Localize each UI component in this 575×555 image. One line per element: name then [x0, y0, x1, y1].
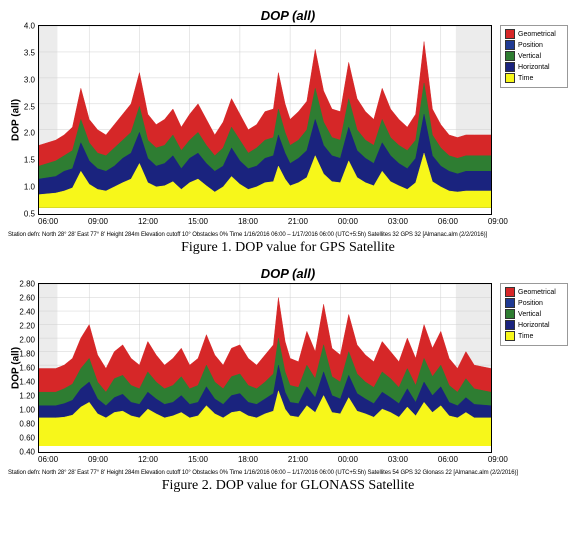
x-tick-label: 12:00 [138, 217, 158, 226]
legend-item: Position [505, 298, 563, 308]
y-tick-label: 0.40 [19, 448, 35, 457]
y-tick-label: 3.0 [24, 75, 35, 84]
legend-swatch [505, 40, 515, 50]
y-tick-label: 1.00 [19, 406, 35, 415]
y-tick-label: 2.5 [24, 102, 35, 111]
legend-item: Time [505, 331, 563, 341]
x-tick-label: 21:00 [288, 455, 308, 464]
y-tick-label: 1.5 [24, 156, 35, 165]
figure-caption: Figure 2. DOP value for GLONASS Satellit… [8, 478, 568, 494]
legend-swatch [505, 298, 515, 308]
x-tick-label: 09:00 [88, 455, 108, 464]
y-tick-label: 1.0 [24, 183, 35, 192]
x-tick-label: 15:00 [188, 217, 208, 226]
y-tick-label: 2.40 [19, 308, 35, 317]
x-tick-label: 06:00 [38, 217, 58, 226]
y-tick-label: 0.60 [19, 434, 35, 443]
y-tick-label: 0.5 [24, 210, 35, 219]
legend-label: Horizontal [518, 64, 550, 71]
figure-caption: Figure 1. DOP value for GPS Satellite [8, 240, 568, 256]
chart-panel: DOP (all) DOP (all)0.51.01.52.02.53.03.54… [8, 8, 568, 256]
legend-label: Position [518, 42, 543, 49]
legend-swatch [505, 73, 515, 83]
chart-panel: DOP (all) DOP (all)0.400.600.801.001.201.… [8, 266, 568, 494]
x-tick-label: 09:00 [488, 455, 508, 464]
legend-label: Position [518, 300, 543, 307]
legend-item: Time [505, 73, 563, 83]
y-tick-label: 1.60 [19, 364, 35, 373]
y-tick-label: 3.5 [24, 48, 35, 57]
legend-item: Horizontal [505, 320, 563, 330]
legend-label: Geometrical [518, 289, 556, 296]
legend-swatch [505, 287, 515, 297]
y-tick-label: 1.80 [19, 350, 35, 359]
x-tick-label: 06:00 [438, 455, 458, 464]
x-tick-label: 15:00 [188, 455, 208, 464]
y-tick-label: 0.80 [19, 420, 35, 429]
legend: Geometrical Position Vertical Horizontal Tim… [500, 283, 568, 346]
x-tick-label: 00:00 [338, 217, 358, 226]
legend-swatch [505, 62, 515, 72]
legend-swatch [505, 309, 515, 319]
plot-svg [39, 284, 491, 446]
chart-metadata: Station defn: North 28° 28' East 77° 8' … [8, 232, 568, 238]
legend-item: Geometrical [505, 29, 563, 39]
x-tick-label: 03:00 [388, 217, 408, 226]
y-tick-label: 4.0 [24, 22, 35, 31]
plot-area: DOP (all)0.400.600.801.001.201.401.601.8… [38, 283, 492, 453]
plot-svg [39, 26, 491, 208]
chart-title: DOP (all) [8, 266, 568, 281]
y-tick-label: 2.00 [19, 336, 35, 345]
y-tick-label: 1.40 [19, 378, 35, 387]
legend-label: Vertical [518, 53, 541, 60]
legend-item: Vertical [505, 309, 563, 319]
chart-metadata: Station defn: North 28° 28' East 77° 8' … [8, 470, 568, 476]
x-tick-label: 09:00 [88, 217, 108, 226]
chart-title: DOP (all) [8, 8, 568, 23]
legend-item: Horizontal [505, 62, 563, 72]
x-tick-label: 18:00 [238, 455, 258, 464]
y-tick-label: 2.80 [19, 280, 35, 289]
x-tick-label: 03:00 [388, 455, 408, 464]
y-tick-label: 2.60 [19, 294, 35, 303]
x-tick-label: 12:00 [138, 455, 158, 464]
legend-swatch [505, 331, 515, 341]
legend-label: Time [518, 333, 533, 340]
y-tick-label: 1.20 [19, 392, 35, 401]
legend-item: Vertical [505, 51, 563, 61]
legend-swatch [505, 320, 515, 330]
y-tick-label: 2.0 [24, 129, 35, 138]
y-tick-label: 2.20 [19, 322, 35, 331]
x-tick-label: 06:00 [438, 217, 458, 226]
legend-label: Time [518, 75, 533, 82]
plot-area: DOP (all)0.51.01.52.02.53.03.54.0 [38, 25, 492, 215]
legend-label: Horizontal [518, 322, 550, 329]
legend-item: Geometrical [505, 287, 563, 297]
legend: Geometrical Position Vertical Horizontal Tim… [500, 25, 568, 88]
x-tick-label: 06:00 [38, 455, 58, 464]
x-tick-label: 18:00 [238, 217, 258, 226]
legend-swatch [505, 51, 515, 61]
legend-item: Position [505, 40, 563, 50]
x-tick-label: 09:00 [488, 217, 508, 226]
legend-label: Geometrical [518, 31, 556, 38]
legend-label: Vertical [518, 311, 541, 318]
x-tick-label: 21:00 [288, 217, 308, 226]
x-tick-label: 00:00 [338, 455, 358, 464]
legend-swatch [505, 29, 515, 39]
